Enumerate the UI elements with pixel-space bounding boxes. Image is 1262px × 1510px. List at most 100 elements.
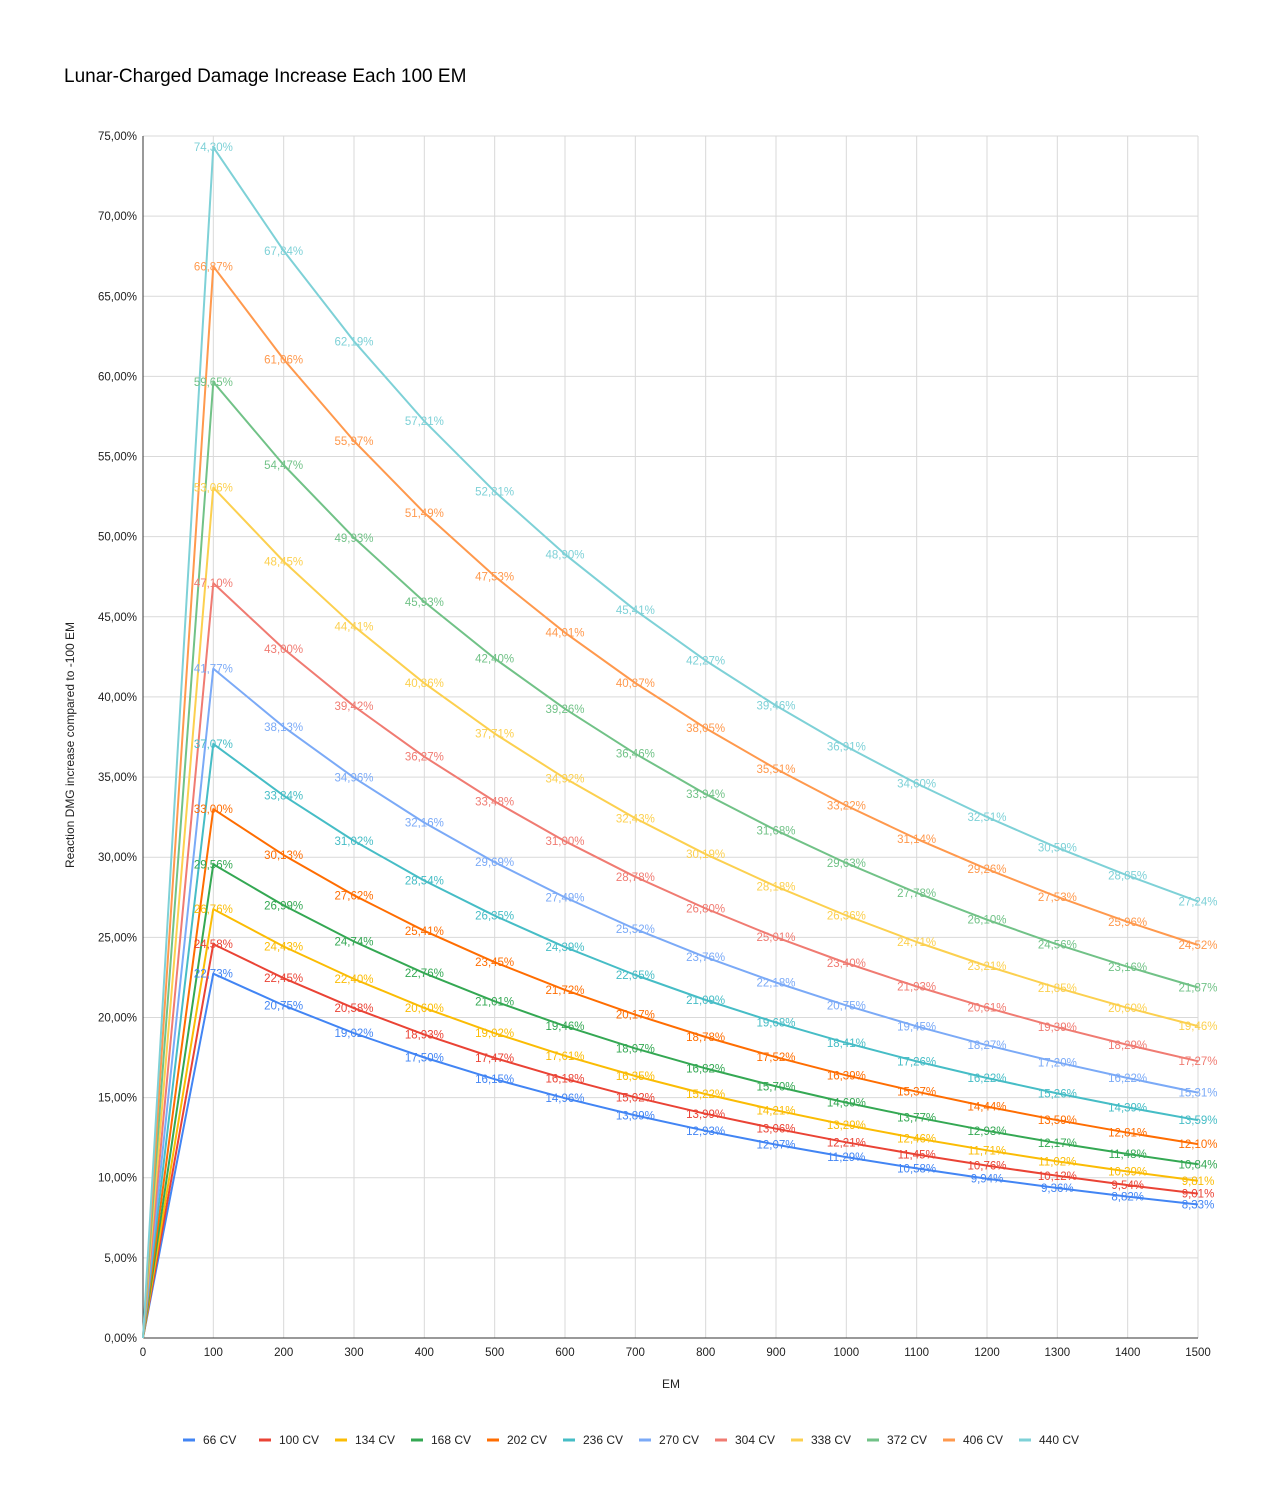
data-label: 29,69% bbox=[475, 857, 514, 869]
x-tick-label: 700 bbox=[626, 1347, 645, 1359]
data-label: 16,22% bbox=[1108, 1073, 1147, 1085]
legend-label: 236 CV bbox=[583, 1433, 623, 1447]
data-label: 16,18% bbox=[545, 1074, 584, 1086]
legend-item: 100 CV bbox=[259, 1433, 319, 1447]
series-line bbox=[142, 943, 1199, 1339]
legend-label: 100 CV bbox=[279, 1433, 319, 1447]
x-tick-label: 1100 bbox=[904, 1347, 929, 1359]
data-label: 20,58% bbox=[334, 1003, 373, 1015]
data-label: 16,15% bbox=[475, 1074, 514, 1086]
data-label: 20,60% bbox=[1108, 1003, 1147, 1015]
data-label: 26,76% bbox=[194, 904, 233, 916]
data-label: 16,39% bbox=[827, 1070, 866, 1082]
x-tick-label: 600 bbox=[555, 1347, 574, 1359]
data-label: 19,45% bbox=[897, 1021, 936, 1033]
data-label: 31,00% bbox=[545, 836, 584, 848]
data-label: 41,77% bbox=[194, 664, 233, 676]
y-tick-label: 5,00% bbox=[104, 1253, 137, 1265]
legend-label: 168 CV bbox=[431, 1433, 471, 1447]
y-axis-label: Reaction DMG increase compared to -100 E… bbox=[63, 622, 77, 868]
y-tick-label: 0,00% bbox=[104, 1333, 137, 1345]
data-label: 33,48% bbox=[475, 796, 514, 808]
data-label: 15,26% bbox=[1038, 1088, 1077, 1100]
legend-label: 406 CV bbox=[963, 1433, 1003, 1447]
data-label: 26,99% bbox=[264, 900, 303, 912]
data-label: 18,93% bbox=[405, 1030, 444, 1042]
data-label: 33,94% bbox=[686, 789, 725, 801]
data-label: 43,00% bbox=[264, 644, 303, 656]
y-tick-label: 70,00% bbox=[98, 211, 137, 223]
data-label: 66,87% bbox=[194, 261, 233, 273]
x-tick-label: 1300 bbox=[1045, 1347, 1071, 1359]
data-label: 51,49% bbox=[405, 508, 444, 520]
x-tick-label: 200 bbox=[274, 1347, 293, 1359]
data-label: 15,37% bbox=[897, 1087, 936, 1099]
data-label: 18,27% bbox=[967, 1040, 1006, 1052]
y-tick-label: 10,00% bbox=[98, 1173, 137, 1185]
data-label: 28,85% bbox=[1108, 871, 1147, 883]
data-label: 11,48% bbox=[1109, 1149, 1147, 1161]
legend-label: 372 CV bbox=[887, 1433, 927, 1447]
x-tick-label: 400 bbox=[415, 1347, 434, 1359]
data-label: 13,29% bbox=[827, 1120, 866, 1132]
x-tick-label: 800 bbox=[696, 1347, 715, 1359]
data-label: 15,31% bbox=[1178, 1088, 1217, 1100]
data-label: 38,05% bbox=[686, 723, 725, 735]
data-label: 36,91% bbox=[827, 741, 866, 753]
data-label: 31,02% bbox=[334, 836, 373, 848]
data-label: 32,43% bbox=[616, 813, 655, 825]
data-label: 21,85% bbox=[1038, 983, 1077, 995]
data-label: 25,01% bbox=[756, 932, 795, 944]
data-label: 44,01% bbox=[545, 628, 584, 640]
legend-item: 236 CV bbox=[563, 1433, 623, 1447]
data-label: 36,27% bbox=[405, 752, 444, 764]
data-label: 15,22% bbox=[686, 1089, 725, 1101]
data-label: 17,50% bbox=[405, 1053, 444, 1065]
data-label: 38,13% bbox=[264, 722, 303, 734]
data-label: 24,52% bbox=[1178, 940, 1217, 952]
data-label: 28,78% bbox=[616, 872, 655, 884]
data-label: 32,16% bbox=[405, 818, 444, 830]
y-tick-label: 75,00% bbox=[98, 131, 137, 143]
data-label: 35,51% bbox=[756, 764, 795, 776]
data-label: 22,45% bbox=[264, 973, 303, 985]
data-label: 12,21% bbox=[827, 1137, 866, 1149]
y-tick-label: 20,00% bbox=[98, 1012, 137, 1024]
data-label: 17,47% bbox=[475, 1053, 514, 1065]
chart-title: Lunar-Charged Damage Increase Each 100 E… bbox=[64, 66, 466, 87]
data-label: 24,56% bbox=[1038, 939, 1077, 951]
data-label: 10,12% bbox=[1038, 1171, 1077, 1183]
data-label: 21,72% bbox=[545, 985, 584, 997]
data-label: 27,49% bbox=[545, 892, 584, 904]
data-label: 12,93% bbox=[686, 1126, 725, 1138]
data-label: 61,06% bbox=[264, 354, 303, 366]
data-label: 40,86% bbox=[405, 678, 444, 690]
y-tick-label: 55,00% bbox=[98, 452, 137, 464]
series-line bbox=[142, 908, 1199, 1339]
data-label: 11,45% bbox=[898, 1149, 936, 1161]
data-label: 15,70% bbox=[756, 1081, 795, 1093]
x-tick-label: 1000 bbox=[834, 1347, 860, 1359]
data-label: 22,40% bbox=[334, 974, 373, 986]
series-line bbox=[142, 486, 1199, 1339]
data-label: 17,27% bbox=[1178, 1056, 1217, 1068]
data-label: 19,02% bbox=[475, 1028, 514, 1040]
data-label: 12,81% bbox=[1108, 1128, 1147, 1140]
data-label: 18,78% bbox=[686, 1032, 725, 1044]
grid-lines bbox=[143, 135, 1199, 1338]
data-label: 23,16% bbox=[1108, 962, 1147, 974]
data-label: 26,10% bbox=[967, 915, 1006, 927]
data-label: 39,42% bbox=[334, 701, 373, 713]
data-label: 16,35% bbox=[616, 1071, 655, 1083]
data-label: 27,62% bbox=[334, 890, 373, 902]
data-labels: 22,73% 20,75% 19,02% 17,50% 16,15% 14,96% 13,8… bbox=[194, 142, 1218, 1211]
data-label: 18,29% bbox=[1108, 1040, 1147, 1052]
axes: 0,00% 5,00% 10,00% 15,00% 20,00% 25,00% 30,00%… bbox=[98, 131, 1211, 1359]
data-label: 29,26% bbox=[967, 864, 1006, 876]
y-tick-label: 30,00% bbox=[98, 852, 137, 864]
data-label: 11,02% bbox=[1038, 1156, 1076, 1168]
y-tick-label: 60,00% bbox=[98, 371, 137, 383]
data-label: 37,71% bbox=[475, 729, 514, 741]
